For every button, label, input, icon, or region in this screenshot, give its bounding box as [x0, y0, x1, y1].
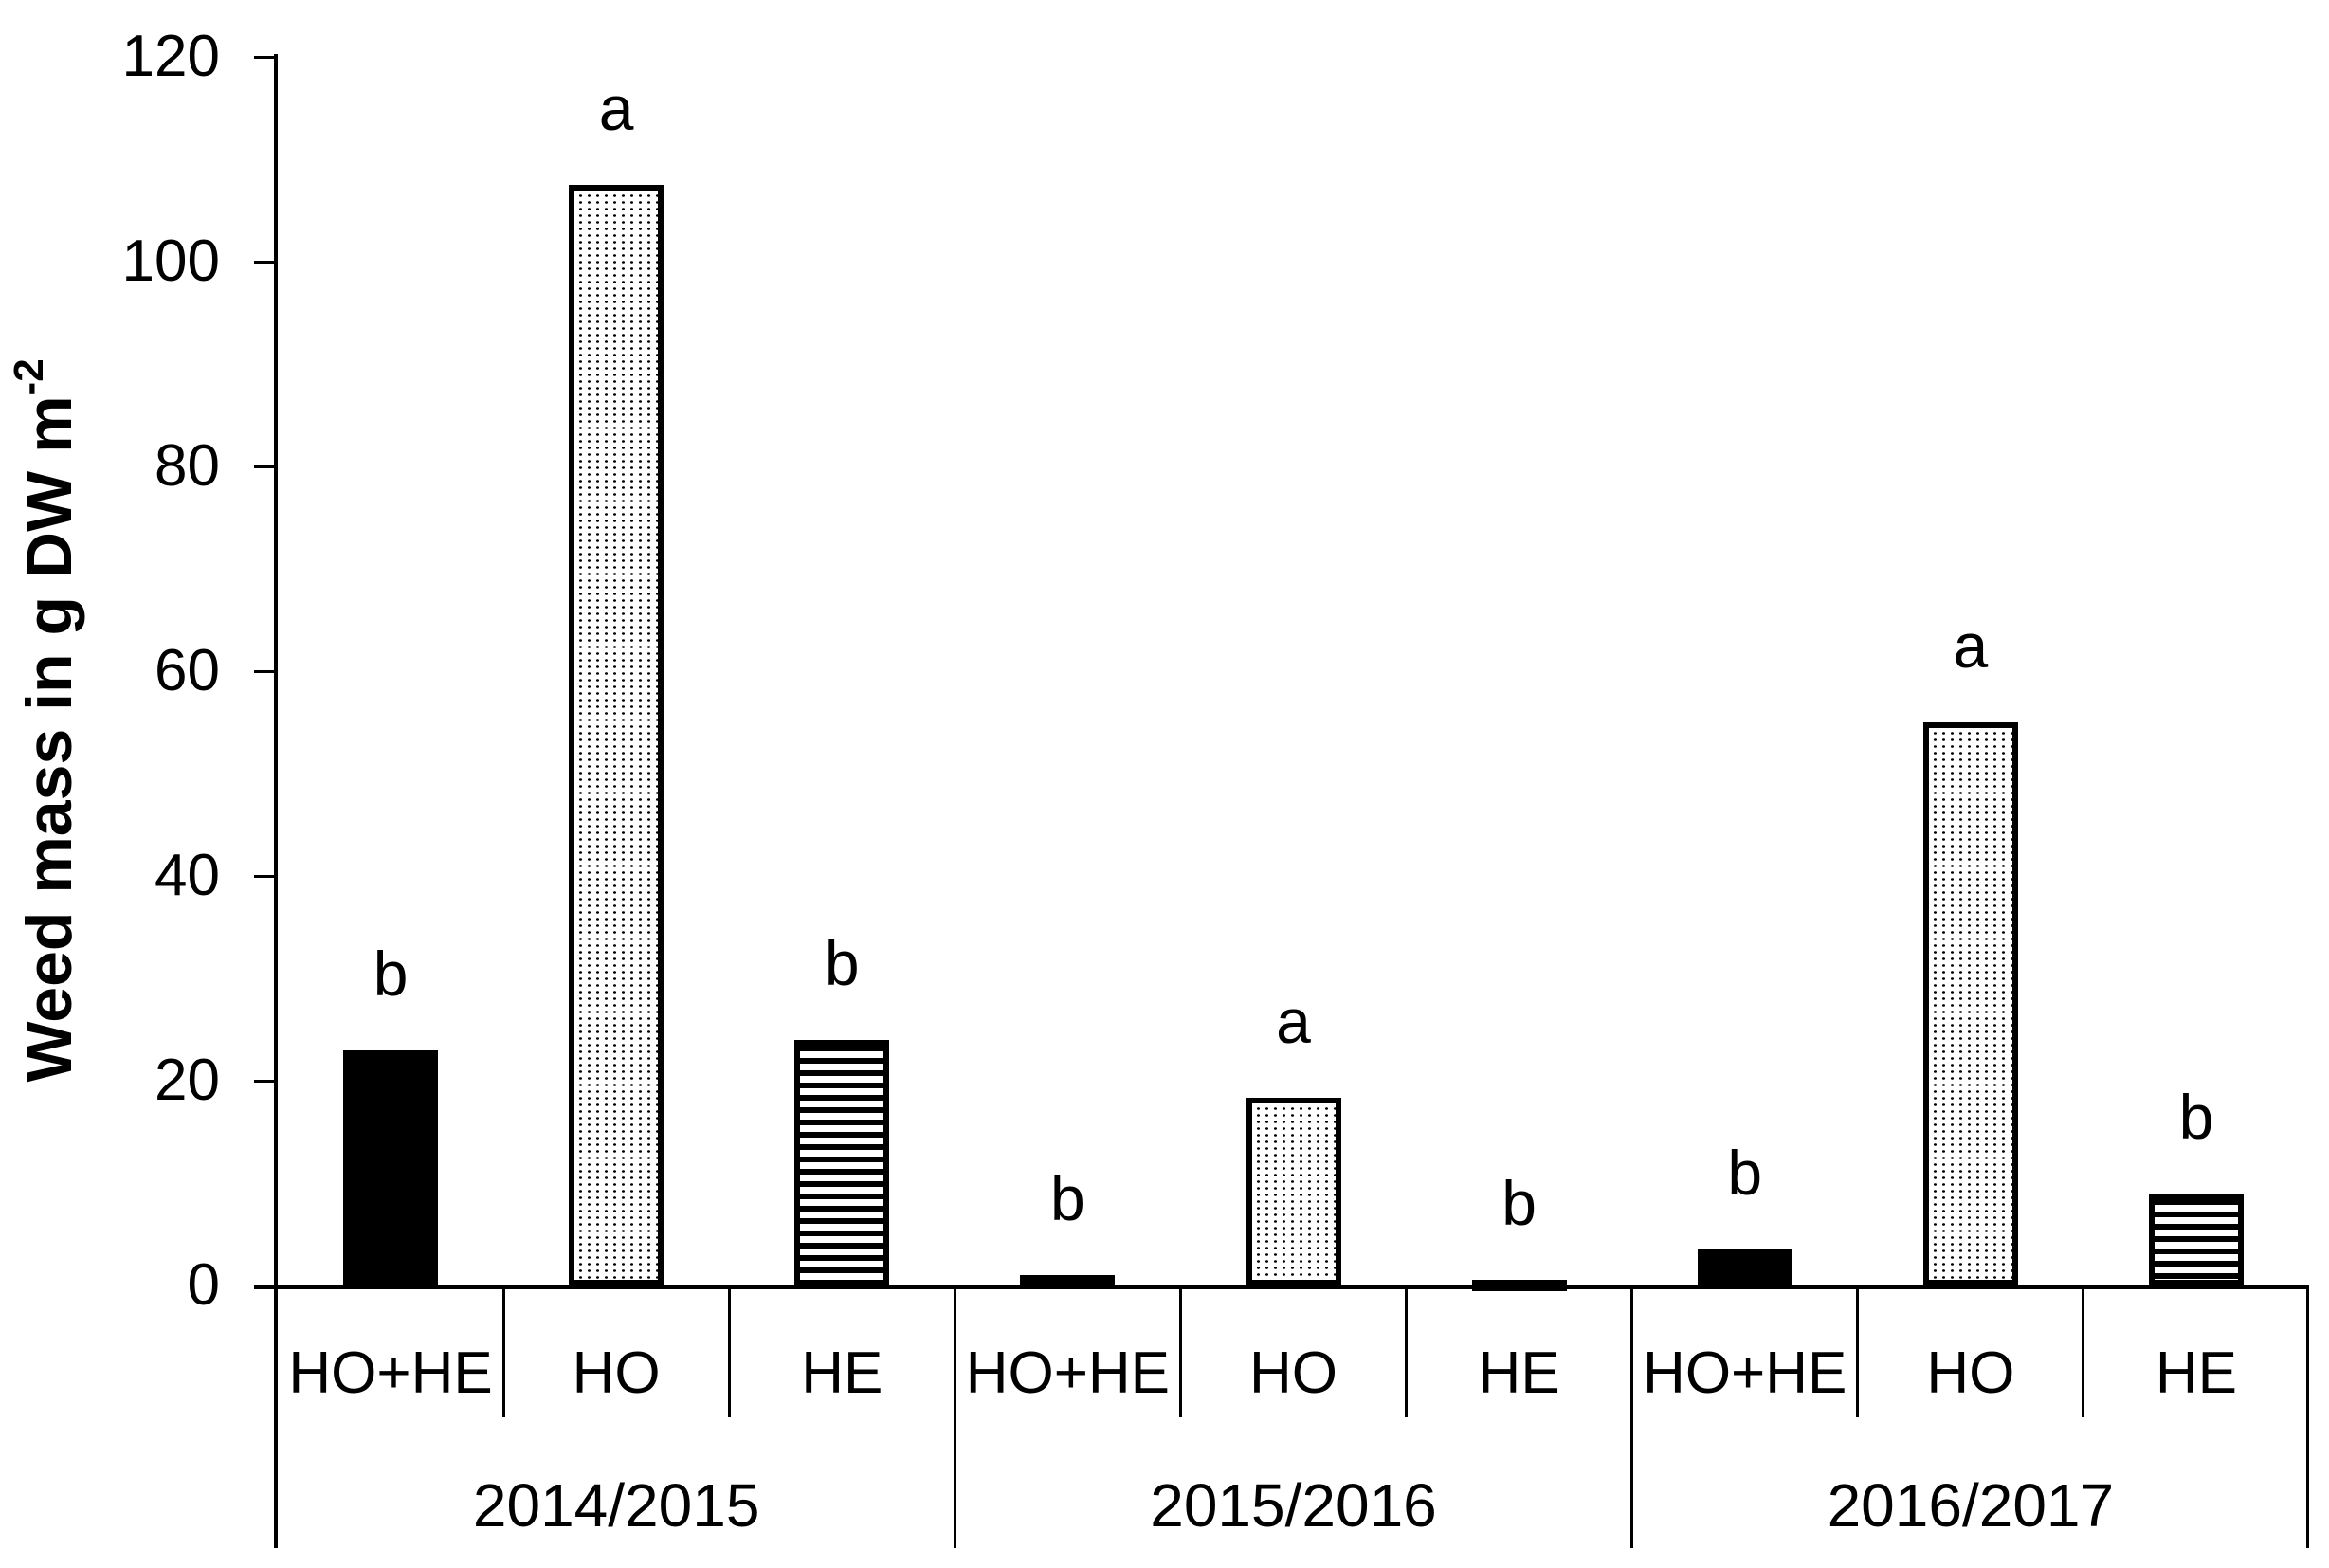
y-tick-mark: [254, 56, 278, 59]
treatment-label: HE: [2155, 1340, 2238, 1406]
y-axis-line: [274, 54, 278, 1548]
y-tick-mark: [254, 875, 278, 878]
y-axis-title-text: Weed mass in g DW m: [13, 395, 85, 1083]
treatment-separator-line: [1405, 1285, 1409, 1417]
treatment-label: HO: [572, 1340, 661, 1406]
significance-letter: b: [1050, 1163, 1085, 1234]
category-table-right-border: [2306, 1285, 2309, 1548]
bar-he: [1471, 1279, 1567, 1291]
treatment-separator-line: [2082, 1285, 2085, 1417]
year-separator-line: [1630, 1285, 1634, 1548]
y-tick-mark: [254, 465, 278, 468]
bar-ho: [569, 185, 664, 1285]
bar-ho-he: [343, 1049, 439, 1285]
significance-letter: a: [1276, 986, 1311, 1057]
treatment-label: HO: [1926, 1340, 2015, 1406]
treatment-separator-line: [501, 1285, 505, 1417]
year-label: 2016/2017: [1827, 1471, 2115, 1540]
significance-letter: b: [373, 938, 409, 1009]
y-tick-label: 0: [187, 1252, 220, 1318]
treatment-label: HO+HE: [965, 1340, 1171, 1406]
treatment-label: HO+HE: [288, 1340, 493, 1406]
significance-letter: b: [1727, 1138, 1763, 1209]
treatment-separator-line: [1178, 1285, 1182, 1417]
significance-letter: b: [824, 927, 860, 998]
significance-letter: b: [2178, 1081, 2214, 1152]
treatment-label: HE: [801, 1340, 883, 1406]
y-tick-mark: [254, 1285, 278, 1287]
treatment-label: HE: [1478, 1340, 1560, 1406]
bar-ho-he: [1697, 1249, 1792, 1285]
treatment-label: HO: [1249, 1340, 1337, 1406]
year-label: 2014/2015: [472, 1471, 760, 1540]
significance-letter: b: [1501, 1167, 1537, 1238]
y-tick-label: 40: [155, 843, 220, 908]
treatment-label: HO+HE: [1643, 1340, 1847, 1406]
y-tick-label: 80: [155, 433, 220, 499]
bar-he: [794, 1039, 890, 1285]
significance-letter: a: [598, 73, 634, 143]
y-tick-label: 60: [155, 638, 220, 703]
bar-ho-he: [1020, 1275, 1116, 1285]
y-tick-mark: [254, 261, 278, 264]
bar-ho: [1246, 1098, 1341, 1285]
x-axis-line: [254, 1285, 2309, 1289]
y-tick-label: 20: [155, 1048, 220, 1113]
y-tick-label: 100: [121, 228, 220, 294]
year-separator-line: [953, 1285, 956, 1548]
treatment-separator-line: [1856, 1285, 1860, 1417]
bar-ho: [1922, 722, 2018, 1285]
year-label: 2015/2016: [1150, 1471, 1437, 1540]
treatment-separator-line: [727, 1285, 731, 1417]
significance-letter: a: [1953, 611, 1989, 681]
y-tick-label: 120: [121, 24, 220, 89]
bar-he: [2148, 1193, 2244, 1285]
y-tick-mark: [254, 670, 278, 673]
y-axis-title-superscript: -2: [6, 358, 52, 396]
y-tick-mark: [254, 1080, 278, 1083]
